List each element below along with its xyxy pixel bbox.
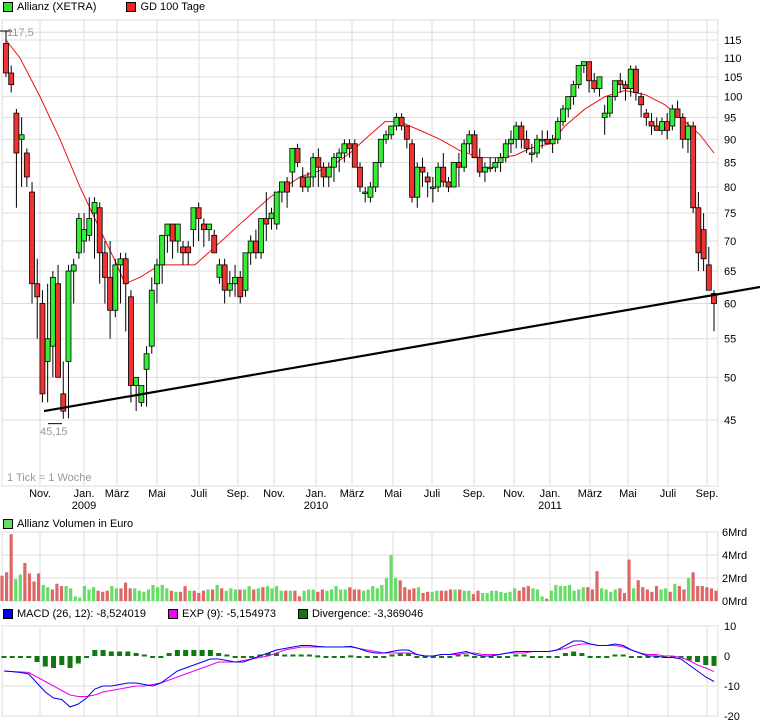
y-tick-label: 95 <box>724 112 736 124</box>
allianz-swatch-icon <box>3 2 13 12</box>
x-month-label: Mai <box>148 488 166 500</box>
macd-tick-label: -20 <box>724 711 740 723</box>
x-month-label: Jan. <box>540 488 561 500</box>
y-tick-label: 85 <box>724 157 736 169</box>
legend-exp: EXP (9): -5,154973 <box>182 608 276 620</box>
x-month-label: Sep. <box>463 488 486 500</box>
legend-macd: MACD (26, 12): -8,524019 <box>17 608 147 620</box>
x-month-label: Jan. <box>306 488 327 500</box>
volume-y-axis: 6Mrd 4Mrd 2Mrd 0Mrd <box>722 527 747 608</box>
y-tick-label: 80 <box>724 182 736 194</box>
x-month-label: Nov. <box>263 488 285 500</box>
macd-y-axis: 10 0 -10 -20 <box>724 621 740 723</box>
tick-note: 1 Tick = 1 Woche <box>7 472 91 484</box>
volume-bars <box>0 534 718 601</box>
x-month-label: Juli <box>660 488 677 500</box>
x-month-label: März <box>578 488 602 500</box>
price-candles <box>3 31 717 419</box>
price-legend: Allianz (XETRA) GD 100 Tage <box>3 1 205 13</box>
gd100-swatch-icon <box>126 2 137 12</box>
high-label: 117,5 <box>7 27 34 39</box>
y-tick-label: 90 <box>724 134 736 146</box>
y-tick-label: 75 <box>724 208 736 220</box>
volume-tick-label: 4Mrd <box>722 550 747 562</box>
price-grid <box>1 19 719 487</box>
legend-volume: Allianz Volumen in Euro <box>17 518 134 530</box>
x-month-label: Mai <box>384 488 402 500</box>
low-label: 45,15 <box>40 426 68 438</box>
y-tick-label: 55 <box>724 334 736 346</box>
volume-tick-label: 2Mrd <box>722 573 747 585</box>
volume-swatch-icon <box>3 519 13 529</box>
x-month-label: Jan. <box>74 488 95 500</box>
x-month-label: Nov. <box>29 488 51 500</box>
x-month-label: März <box>105 488 129 500</box>
y-tick-label: 65 <box>724 266 736 278</box>
y-tick-label: 115 <box>724 35 742 47</box>
x-month-label: Mai <box>619 488 637 500</box>
x-month-label: Sep. <box>696 488 719 500</box>
macd-swatch-icon <box>3 609 13 619</box>
y-tick-label: 50 <box>724 372 736 384</box>
x-month-label: Nov. <box>503 488 525 500</box>
y-tick-label: 100 <box>724 92 742 104</box>
macd-tick-label: 10 <box>724 621 736 633</box>
macd-legend: MACD (26, 12): -8,524019 EXP (9): -5,154… <box>3 608 423 620</box>
trendline <box>0 30 760 425</box>
volume-legend: Allianz Volumen in Euro <box>3 518 133 530</box>
divergence-bars <box>1 650 717 668</box>
legend-divergence: Divergence: -3,369046 <box>311 608 424 620</box>
volume-tick-label: 6Mrd <box>722 527 747 539</box>
x-month-label: Juli <box>424 488 441 500</box>
y-tick-label: 105 <box>724 72 742 84</box>
moving-average-line <box>5 39 715 285</box>
exp-swatch-icon <box>168 609 179 619</box>
x-year-label: 2009 <box>72 500 96 512</box>
y-tick-label: 110 <box>724 53 742 65</box>
macd-grid <box>1 625 719 717</box>
x-year-label: 2010 <box>304 500 328 512</box>
legend-gd100: GD 100 Tage <box>140 1 206 13</box>
volume-tick-label: 0Mrd <box>722 596 747 608</box>
x-year-label: 2011 <box>538 500 562 512</box>
y-tick-label: 70 <box>724 236 736 248</box>
y-tick-label: 45 <box>724 415 736 427</box>
legend-allianz: Allianz (XETRA) <box>17 1 97 13</box>
y-tick-label: 60 <box>724 298 736 310</box>
macd-tick-label: 0 <box>724 651 730 663</box>
price-y-axis: 115 110 105 100 95 90 85 80 75 70 65 60 55 50 45 <box>724 35 742 427</box>
divergence-swatch-icon <box>297 609 308 619</box>
x-month-label: Sep. <box>227 488 250 500</box>
macd-lines <box>3 640 715 708</box>
x-month-label: März <box>340 488 364 500</box>
macd-tick-label: -10 <box>724 681 740 693</box>
x-month-label: Juli <box>191 488 208 500</box>
